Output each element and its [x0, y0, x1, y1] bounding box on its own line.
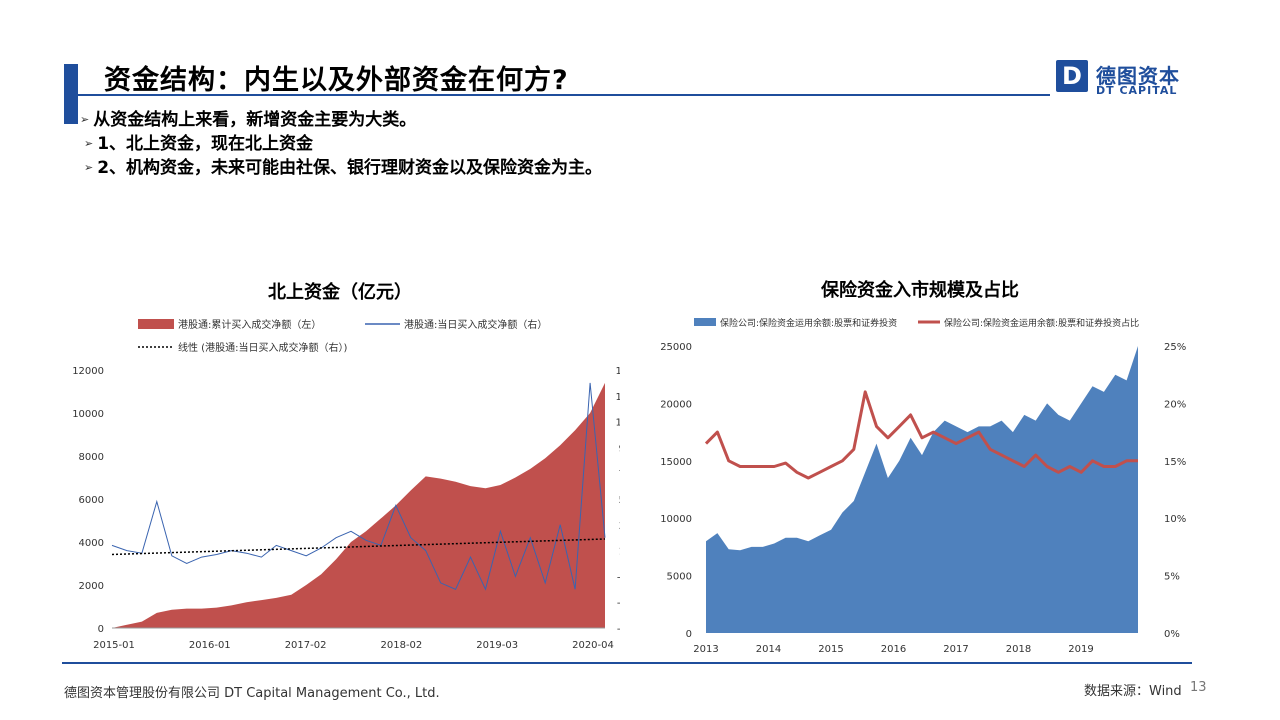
x-tick-label: 2014 [756, 644, 781, 655]
y-right-tick-label: 50 [619, 495, 620, 506]
x-tick-label: 2018 [1006, 644, 1031, 655]
y-right-tick-label: 130 [615, 392, 620, 403]
bullet-item: ➢ 从资金结构上来看，新增资金主要为大类。 [80, 110, 417, 130]
x-tick-label: 2019-03 [476, 640, 518, 651]
y-left-tick-label: 10000 [72, 409, 104, 420]
y-right-tick-label: 150 [615, 366, 620, 377]
daily-line [111, 382, 606, 591]
ratio-line [704, 390, 1138, 480]
y-left-tick-label: 15000 [660, 457, 692, 468]
y-left-tick-label: 4000 [79, 538, 104, 549]
legend-label: 港股通:累计买入成交净额（左） [178, 318, 321, 331]
legend-label: 保险公司:保险资金运用余额:股票和证券投资占比 [944, 317, 1139, 329]
y-left-tick-label: 0 [686, 629, 692, 640]
y-right-tick-label: 15% [1164, 457, 1186, 468]
x-tick-label: 2017 [943, 644, 968, 655]
footer-source: 数据来源：Wind [1084, 684, 1182, 699]
y-right-tick-label: 90 [619, 443, 620, 454]
y-right-tick-label: 0% [1164, 629, 1180, 640]
legend-label: 线性 (港股通:当日买入成交净额（右）) [178, 341, 347, 354]
y-left-tick-label: 25000 [660, 342, 692, 353]
arrow-bullet-icon: ➢ [84, 161, 94, 174]
chart2-title: 保险资金入市规模及占比 [821, 280, 1019, 301]
y-left-tick-label: 6000 [79, 495, 104, 506]
northbound-chart: 港股通:累计买入成交净额（左） 港股通:当日买入成交净额（右） 线性 (港股通:当日… [72, 318, 620, 651]
y-right-tick-label: 10 [619, 547, 620, 558]
arrow-bullet-icon: ➢ [84, 137, 94, 150]
scale-area [706, 346, 1138, 633]
y-left-tick-label: 12000 [72, 366, 104, 377]
title-divider [78, 94, 1050, 96]
y-right-tick-label: -50 [617, 624, 620, 635]
y-left-tick-label: 0 [98, 624, 104, 635]
x-tick-label: 2016 [881, 644, 906, 655]
y-left-tick-label: 2000 [79, 581, 104, 592]
y-right-tick-label: -30 [617, 598, 620, 609]
y-left-tick-label: 8000 [79, 452, 104, 463]
y-right-tick-label: 5% [1164, 572, 1180, 583]
x-tick-label: 2013 [693, 644, 718, 655]
legend-label: 保险公司:保险资金运用余额:股票和证券投资 [720, 317, 897, 329]
x-tick-label: 2015-01 [93, 640, 135, 651]
bullet-item: ➢ 2、机构资金，未来可能由社保、银行理财资金以及保险资金为主。 [84, 158, 603, 178]
logo-text-cn: 德图资本 [1096, 64, 1180, 88]
y-left-tick-label: 10000 [660, 514, 692, 525]
bullet-list: ➢ 从资金结构上来看，新增资金主要为大类。 ➢ 1、北上资金，现在北上资金 ➢ 2、机… [80, 108, 602, 180]
page-number: 13 [1190, 680, 1207, 695]
bullet-item: ➢ 1、北上资金，现在北上资金 [84, 134, 314, 154]
page-title: 资金结构：内生以及外部资金在何方? [104, 65, 569, 96]
y-right-tick-label: 70 [619, 469, 620, 480]
x-tick-label: 2017-02 [285, 640, 327, 651]
footer-company: 德图资本管理股份有限公司 DT Capital Management Co., … [64, 686, 440, 701]
y-right-tick-label: 30 [619, 521, 620, 532]
x-tick-label: 2020-04 [572, 640, 614, 651]
legend-label: 港股通:当日买入成交净额（右） [404, 318, 547, 331]
chart1-title: 北上资金（亿元） [268, 282, 412, 303]
insurance-chart: 保险公司:保险资金运用余额:股票和证券投资 保险公司:保险资金运用余额:股票和证券… [660, 317, 1186, 655]
y-right-tick-label: 25% [1164, 342, 1186, 353]
y-right-tick-label: 10% [1164, 514, 1186, 525]
x-tick-label: 2018-02 [381, 640, 423, 651]
x-tick-label: 2015 [818, 644, 843, 655]
legend-swatch-cumulative [138, 319, 174, 329]
y-right-tick-label: -10 [617, 572, 620, 583]
legend-swatch-scale [694, 318, 716, 326]
dt-logo-icon: D [1056, 60, 1088, 92]
y-right-tick-label: 110 [615, 418, 620, 429]
cumulative-area [112, 382, 605, 628]
y-left-tick-label: 5000 [667, 572, 692, 583]
x-tick-label: 2016-01 [189, 640, 231, 651]
arrow-bullet-icon: ➢ [80, 113, 90, 126]
y-left-tick-label: 20000 [660, 399, 692, 410]
y-right-tick-label: 20% [1164, 399, 1186, 410]
footer-divider [62, 662, 1192, 664]
logo-text-en: DT CAPITAL [1096, 84, 1178, 97]
title-accent-bar [64, 64, 78, 124]
x-tick-label: 2019 [1068, 644, 1093, 655]
